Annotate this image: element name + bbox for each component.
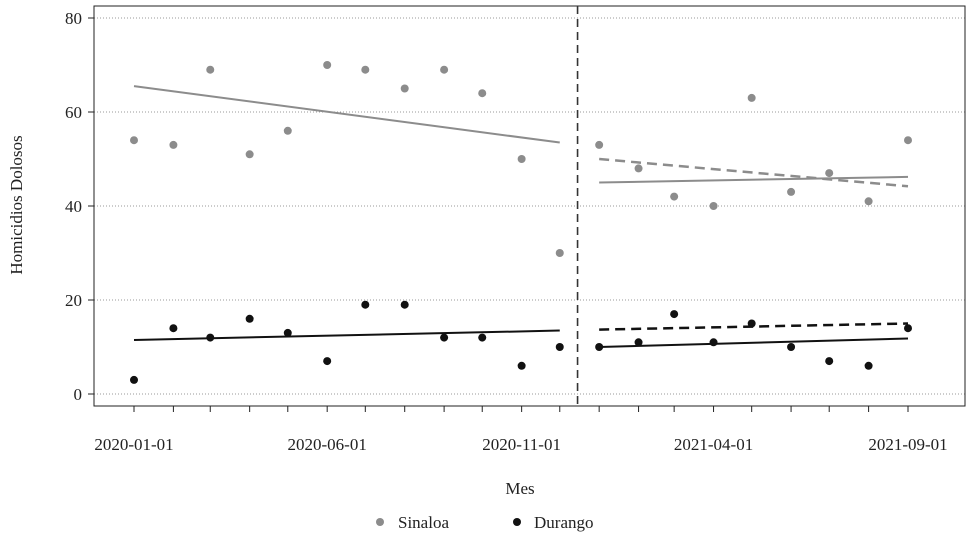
legend-marker-durango	[513, 518, 521, 526]
point-durango	[904, 324, 912, 333]
point-sinaloa	[904, 136, 912, 145]
x-tick-label: 2021-04-01	[674, 435, 753, 454]
point-sinaloa	[747, 93, 756, 102]
point-durango	[555, 343, 564, 351]
legend-label-durango: Durango	[534, 513, 593, 532]
point-durango	[130, 375, 138, 384]
point-sinaloa	[709, 202, 718, 210]
y-tick-label: 80	[65, 9, 82, 28]
y-axis-label: Homicidios Dolosos	[7, 135, 26, 274]
point-sinaloa	[670, 192, 679, 201]
x-tick-label: 2020-11-01	[482, 435, 561, 454]
point-durango	[478, 333, 487, 342]
point-sinaloa	[825, 169, 834, 178]
point-sinaloa	[440, 65, 449, 74]
point-durango	[517, 361, 526, 370]
trend-counterfactual-durango	[599, 322, 909, 331]
point-sinaloa	[283, 126, 292, 135]
x-tick-label: 2020-01-01	[94, 435, 173, 454]
point-durango	[670, 310, 679, 319]
grid-lines	[94, 17, 965, 395]
data-points	[130, 61, 912, 384]
point-sinaloa	[245, 150, 254, 159]
point-durango	[323, 357, 332, 366]
point-sinaloa	[787, 187, 796, 196]
x-tick-label: 2021-09-01	[868, 435, 947, 454]
point-durango	[864, 361, 873, 370]
y-tick-label: 0	[74, 385, 83, 404]
point-durango	[595, 343, 604, 351]
point-durango	[440, 333, 449, 342]
point-sinaloa	[517, 155, 526, 163]
trend-pre-sinaloa	[133, 85, 560, 144]
point-sinaloa	[323, 61, 332, 69]
point-sinaloa	[206, 65, 215, 74]
point-sinaloa	[361, 65, 370, 74]
x-axis-label: Mes	[505, 479, 534, 498]
point-sinaloa	[400, 84, 409, 93]
legend-marker-sinaloa	[376, 518, 384, 526]
trend-pre-durango	[133, 329, 560, 341]
point-sinaloa	[595, 140, 604, 149]
point-sinaloa	[169, 140, 178, 149]
point-durango	[709, 338, 718, 347]
x-axis: 2020-01-01 2020-06-01 2020-11-01 2021-04-01…	[94, 406, 948, 454]
y-tick-label: 40	[65, 197, 82, 216]
trend-lines	[133, 85, 909, 348]
legend-label-sinaloa: Sinaloa	[398, 513, 449, 532]
point-sinaloa	[864, 197, 873, 206]
point-durango	[400, 300, 409, 309]
legend: Sinaloa Durango	[376, 513, 593, 532]
point-durango	[747, 319, 756, 328]
y-tick-label: 20	[65, 291, 82, 310]
trend-post-sinaloa	[599, 175, 909, 184]
y-axis: 0 20 40 60 80	[65, 9, 94, 404]
point-durango	[825, 357, 834, 366]
point-sinaloa	[634, 164, 643, 173]
point-sinaloa	[555, 249, 564, 257]
trend-post-durango	[599, 337, 909, 348]
point-durango	[283, 328, 292, 337]
point-sinaloa	[478, 89, 487, 98]
point-durango	[361, 300, 370, 309]
point-sinaloa	[130, 136, 138, 145]
trend-counterfactual-sinaloa	[599, 157, 909, 188]
point-durango	[787, 343, 796, 351]
x-tick-label: 2020-06-01	[288, 435, 367, 454]
point-durango	[245, 314, 254, 323]
point-durango	[206, 333, 215, 342]
y-tick-label: 60	[65, 103, 82, 122]
point-durango	[169, 324, 178, 333]
point-durango	[634, 338, 643, 347]
